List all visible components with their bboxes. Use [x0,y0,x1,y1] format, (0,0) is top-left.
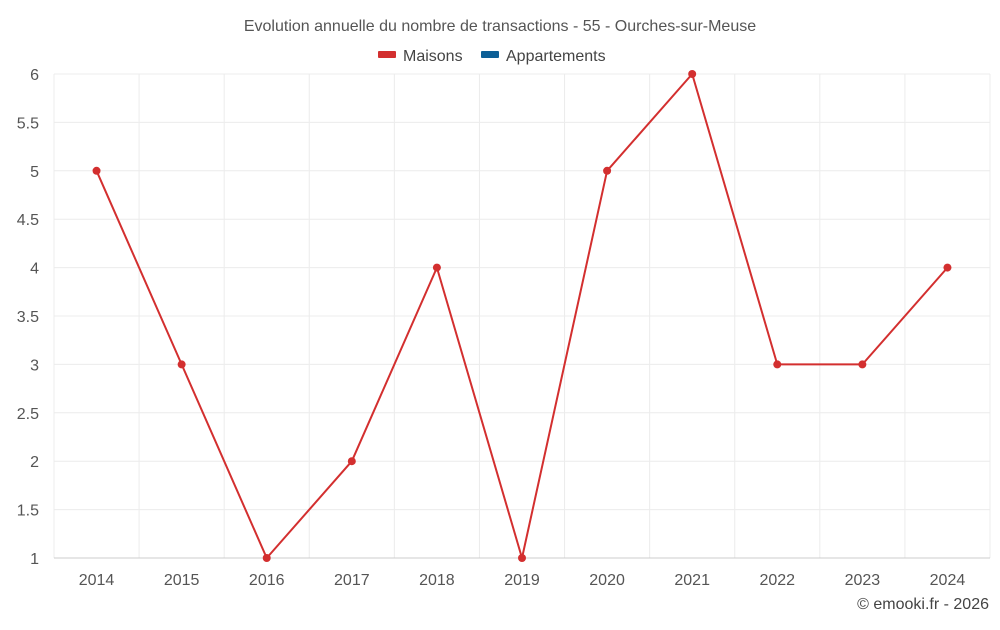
x-tick-label: 2023 [845,572,881,589]
legend-label-maisons[interactable]: Maisons [403,48,463,65]
x-tick-label: 2022 [759,572,795,589]
y-tick-label: 3.5 [17,309,39,326]
legend-item-maisons[interactable]: Maisons [378,48,463,65]
legend-label-appartements[interactable]: Appartements [506,48,606,65]
data-point-maisons-2022[interactable] [773,360,782,369]
y-tick-label: 1 [30,551,39,568]
data-point-maisons-2017[interactable] [347,457,356,466]
data-point-maisons-2024[interactable] [943,263,952,272]
y-tick-label: 5 [30,164,39,181]
x-tick-label: 2024 [930,572,966,589]
data-point-maisons-2014[interactable] [92,166,101,175]
x-tick-label: 2015 [164,572,200,589]
x-tick-label: 2018 [419,572,455,589]
data-point-maisons-2019[interactable] [518,554,526,562]
y-tick-label: 5.5 [17,115,39,132]
data-point-maisons-2016[interactable] [262,554,271,562]
data-point-maisons-2023[interactable] [858,360,867,369]
x-tick-label: 2020 [589,572,625,589]
data-point-maisons-2020[interactable] [603,166,612,175]
data-point-maisons-2015[interactable] [177,360,186,369]
y-tick-label: 3 [30,357,39,374]
y-tick-label: 2.5 [17,406,39,423]
data-point-maisons-2021[interactable] [688,70,697,78]
x-tick-label: 2017 [334,572,370,589]
x-tick-label: 2021 [674,572,710,589]
y-tick-label: 1.5 [17,503,39,520]
legend: Maisons Appartements [378,48,606,65]
series [92,70,952,562]
legend-swatch-maisons [378,51,396,58]
chart-title: Evolution annuelle du nombre de transact… [244,18,756,35]
y-tick-label: 4 [30,261,39,278]
y-tick-label: 4.5 [17,212,39,229]
x-tick-label: 2016 [249,572,285,589]
x-tick-label: 2014 [79,572,115,589]
y-tick-label: 2 [30,454,39,471]
legend-swatch-appartements [481,51,499,58]
axes: 1 1.5 2 2.5 3 3.5 4 4.5 5 5.5 6 2014 2015 2016 2017 201… [17,67,990,589]
data-point-maisons-2018[interactable] [432,263,441,272]
legend-item-appartements[interactable]: Appartements [481,48,606,65]
grid [53,73,991,558]
credit-text: © emooki.fr - 2026 [857,596,989,613]
x-tick-label: 2019 [504,572,540,589]
y-tick-label: 6 [30,67,39,84]
